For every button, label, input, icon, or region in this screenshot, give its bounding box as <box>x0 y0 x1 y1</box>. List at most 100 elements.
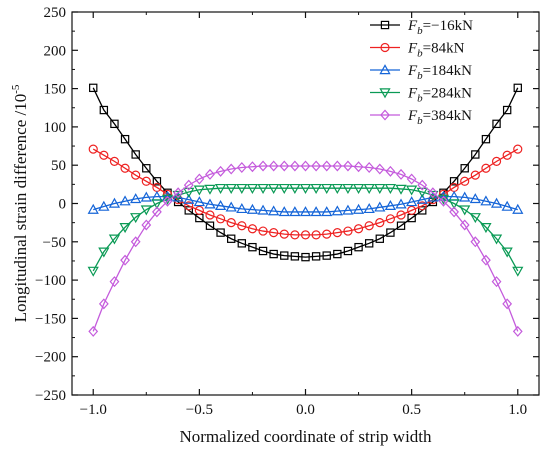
data-point <box>459 205 471 216</box>
y-tick-label: −250 <box>35 388 66 404</box>
data-point <box>417 179 428 191</box>
data-point <box>89 83 98 93</box>
data-point <box>205 221 215 230</box>
tick-layer: −1.0 −0.5 0.0 0.5 1.0 250 200 150 100 50 0 −50 −100 −… <box>35 5 539 418</box>
data-point <box>236 183 248 195</box>
data-point <box>204 184 216 195</box>
legend-label-rest: =84kN <box>423 41 465 57</box>
legend-label-sub: b <box>417 25 423 37</box>
legend-entry: Fb=84kN <box>370 41 465 60</box>
data-point <box>289 160 300 172</box>
data-point <box>119 195 131 206</box>
legend-label: Fb=284kN <box>407 86 472 105</box>
data-point <box>416 187 428 198</box>
series-line <box>92 165 519 332</box>
data-point <box>502 298 513 310</box>
data-point <box>513 83 522 93</box>
data-point <box>151 199 163 210</box>
data-point <box>512 325 523 337</box>
y-tick-label: 250 <box>44 5 67 21</box>
legend-marker <box>380 20 390 30</box>
data-point <box>226 218 236 228</box>
legend-label: Fb=84kN <box>407 41 465 60</box>
y-tick-label: −150 <box>35 311 66 327</box>
y-tick-label: −50 <box>43 235 66 251</box>
data-point <box>374 163 385 175</box>
data-point <box>449 206 459 218</box>
data-point <box>300 160 311 172</box>
data-point <box>310 206 322 217</box>
data-point <box>98 298 109 310</box>
data-point <box>98 247 110 258</box>
data-point <box>237 239 247 248</box>
x-axis-label: Normalized coordinate of strip width <box>179 427 432 446</box>
y-tick-label: −200 <box>35 350 66 366</box>
legend-label-sub: b <box>417 115 423 127</box>
data-point <box>417 201 427 211</box>
data-point <box>247 161 258 173</box>
data-point <box>246 203 259 214</box>
legend-label-main: F <box>407 86 418 102</box>
data-point <box>364 239 374 248</box>
data-point <box>427 191 439 202</box>
data-point <box>109 156 120 166</box>
data-point <box>130 213 142 224</box>
data-point <box>227 234 236 243</box>
data-point <box>448 199 460 210</box>
data-point <box>492 119 501 129</box>
data-point <box>140 205 152 216</box>
legend-label-sub: b <box>417 48 423 60</box>
y-tick-label: 150 <box>44 82 67 98</box>
x-tick-label: 0.5 <box>402 402 421 418</box>
data-point <box>87 203 99 214</box>
y-tick-label: −100 <box>35 273 66 289</box>
data-point <box>88 144 98 154</box>
data-point <box>416 193 428 204</box>
y-tick-label: 50 <box>51 158 66 174</box>
data-point <box>331 183 343 195</box>
data-point <box>131 170 141 180</box>
data-point <box>257 183 269 195</box>
data-point <box>258 226 268 236</box>
x-tick-label: 0.0 <box>296 402 315 418</box>
data-point <box>280 251 289 260</box>
y-tick-label: 0 <box>59 197 67 213</box>
data-point <box>438 195 449 207</box>
data-point <box>364 161 375 173</box>
data-point <box>216 228 225 237</box>
data-point <box>311 230 321 240</box>
data-point <box>236 161 247 173</box>
data-point <box>396 221 406 230</box>
data-point <box>268 205 280 216</box>
x-tick-label: −0.5 <box>186 402 213 418</box>
data-point <box>237 221 247 231</box>
data-point <box>268 160 279 172</box>
data-point <box>269 249 278 259</box>
data-point <box>481 163 491 173</box>
x-tick-label: 1.0 <box>508 402 527 418</box>
data-point <box>395 198 407 209</box>
data-point <box>289 183 301 195</box>
data-point <box>311 160 322 172</box>
data-point <box>332 228 342 238</box>
data-point <box>290 252 300 261</box>
legend-entry: Fb=−16kN <box>370 18 473 37</box>
data-point <box>215 165 226 177</box>
series-layer <box>87 83 524 337</box>
data-point <box>278 206 290 217</box>
data-point <box>269 228 279 238</box>
data-point <box>342 204 354 215</box>
data-point <box>332 160 343 172</box>
data-point <box>470 170 480 180</box>
data-point <box>268 183 280 195</box>
data-point <box>205 210 215 220</box>
data-point <box>87 266 99 277</box>
y-axis-label-exponent: -5 <box>10 84 22 94</box>
data-point <box>214 183 227 195</box>
data-point <box>513 144 523 154</box>
data-point <box>311 252 321 261</box>
legend-label-sub: b <box>417 93 423 105</box>
data-point <box>469 193 481 204</box>
data-point <box>183 193 195 204</box>
